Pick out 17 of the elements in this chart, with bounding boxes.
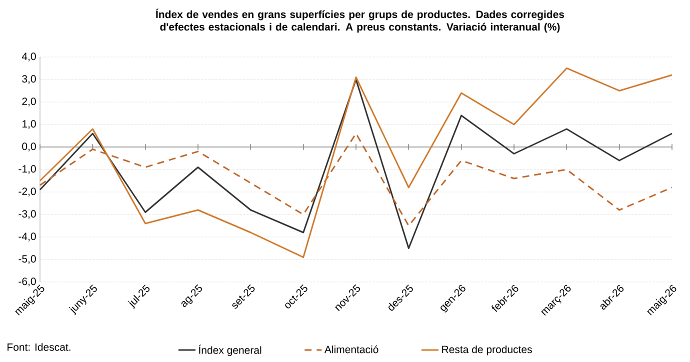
y-tick-label: -1,0 bbox=[18, 165, 36, 174]
y-tick-label: 4,0 bbox=[22, 52, 36, 62]
y-tick-label: 3,0 bbox=[22, 75, 36, 84]
legend-label: Resta de productes bbox=[442, 345, 532, 356]
y-tick-label: 2,0 bbox=[22, 98, 36, 106]
legend-label: Índex general bbox=[198, 344, 262, 356]
legend-label: Alimentació bbox=[324, 345, 378, 354]
y-tick-label: -4,0 bbox=[18, 232, 36, 242]
text: Font: Idescat. bbox=[8, 343, 70, 351]
chart-title: Índex de vendes en grans superfícies per grups de productes. Dades corregides d'efectes estacionals i de calendari. A preus constants. Variació interanual (%) bbox=[156, 8, 564, 33]
y-tick-label: 1,0 bbox=[22, 120, 36, 129]
y-tick-label: 0,0 bbox=[22, 142, 36, 152]
y-tick-label: -6,0 bbox=[18, 278, 36, 286]
line-series bbox=[39, 132, 673, 226]
y-tick-label: -3,0 bbox=[18, 210, 36, 219]
y-tick-label: -2,0 bbox=[18, 188, 36, 196]
y-tick-label: -5,0 bbox=[18, 255, 36, 264]
